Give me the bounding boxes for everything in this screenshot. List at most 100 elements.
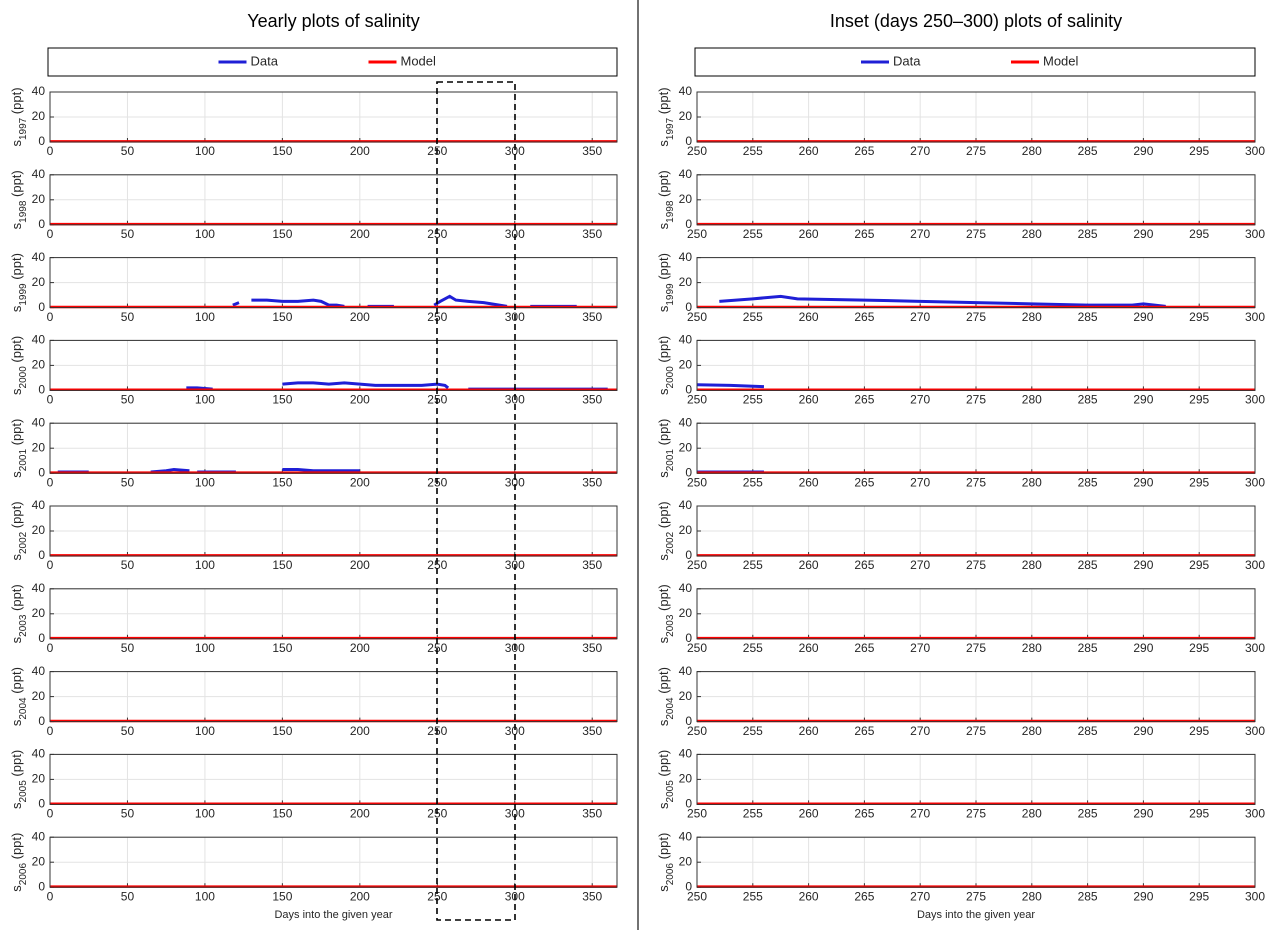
axes-box (49, 836, 618, 888)
x-tick-label: 285 (1078, 641, 1098, 655)
axes-box (49, 339, 618, 391)
y-label-unit: (ppt) (656, 750, 671, 777)
y-tick-label: 40 (32, 664, 46, 678)
x-tick-label: 0 (47, 724, 54, 738)
y-tick-label: 40 (679, 747, 693, 761)
y-tick-label: 20 (679, 606, 693, 620)
x-tick-label: 250 (687, 889, 707, 903)
x-tick-label: 275 (966, 641, 986, 655)
x-tick-label: 275 (966, 807, 986, 821)
x-tick-label: 250 (427, 889, 447, 903)
y-axis-label: s1999 (ppt) (9, 253, 29, 312)
y-label-subscript: 1997 (18, 117, 29, 140)
x-tick-label: 285 (1078, 310, 1098, 324)
legend-label: Data (893, 53, 921, 68)
y-label-subscript: 2003 (18, 614, 29, 637)
x-tick-label: 250 (427, 641, 447, 655)
y-tick-label: 20 (679, 358, 693, 372)
y-label-unit: (ppt) (656, 419, 671, 446)
legend-box (694, 47, 1256, 77)
y-axis-label: s2004 (ppt) (656, 667, 676, 726)
y-label-symbol: s (9, 885, 24, 892)
x-tick-label: 290 (1133, 807, 1153, 821)
y-label-symbol: s (9, 802, 24, 809)
x-tick-label: 200 (350, 393, 370, 407)
x-tick-label: 50 (121, 641, 135, 655)
y-tick-label: 40 (679, 333, 693, 347)
x-tick-label: 100 (195, 807, 215, 821)
y-tick-label: 40 (32, 167, 46, 181)
y-tick-label: 40 (679, 664, 693, 678)
x-tick-label: 255 (743, 807, 763, 821)
x-tick-label: 0 (47, 807, 54, 821)
x-tick-label: 0 (47, 310, 54, 324)
y-tick-label: 20 (679, 689, 693, 703)
x-tick-label: 265 (854, 807, 874, 821)
y-label-subscript: 2001 (665, 449, 676, 472)
y-tick-label: 20 (679, 523, 693, 537)
y-tick-label: 0 (38, 714, 45, 728)
y-label-unit: (ppt) (656, 336, 671, 363)
y-tick-label: 0 (38, 465, 45, 479)
x-tick-label: 150 (272, 641, 292, 655)
x-tick-label: 350 (582, 889, 602, 903)
y-tick-label: 0 (685, 714, 692, 728)
y-axis-label: s1997 (ppt) (9, 87, 29, 146)
series-line (719, 294, 1166, 308)
y-tick-label: 0 (685, 631, 692, 645)
y-label-unit: (ppt) (9, 253, 24, 280)
x-tick-label: 270 (910, 889, 930, 903)
x-tick-label: 50 (121, 475, 135, 489)
y-tick-label: 40 (679, 498, 693, 512)
y-tick-label: 0 (685, 879, 692, 893)
y-label-subscript: 2002 (18, 531, 29, 554)
y-label-symbol: s (656, 222, 671, 229)
axes-box (696, 753, 1256, 805)
y-label-subscript: 1998 (18, 200, 29, 223)
x-tick-label: 350 (582, 807, 602, 821)
x-tick-label: 50 (121, 724, 135, 738)
y-label-symbol: s (9, 554, 24, 561)
x-tick-label: 275 (966, 393, 986, 407)
x-tick-label: 100 (195, 144, 215, 158)
y-axis-label: s2003 (ppt) (9, 584, 29, 643)
x-tick-label: 350 (582, 641, 602, 655)
y-tick-label: 40 (679, 84, 693, 98)
x-tick-label: 270 (910, 393, 930, 407)
y-tick-label: 40 (32, 498, 46, 512)
y-label-subscript: 2001 (18, 449, 29, 472)
y-tick-label: 20 (679, 440, 693, 454)
y-tick-label: 20 (679, 854, 693, 868)
x-tick-label: 300 (1245, 889, 1265, 903)
y-label-unit: (ppt) (9, 501, 24, 528)
x-tick-label: 255 (743, 227, 763, 241)
x-tick-label: 0 (47, 641, 54, 655)
axes-box (49, 753, 618, 805)
y-label-subscript: 1997 (665, 117, 676, 140)
x-tick-label: 290 (1133, 227, 1153, 241)
x-tick-label: 265 (854, 227, 874, 241)
x-tick-label: 350 (582, 475, 602, 489)
axes-box (696, 588, 1256, 640)
axes-box (696, 671, 1256, 723)
x-tick-label: 100 (195, 641, 215, 655)
x-tick-label: 150 (272, 724, 292, 738)
axes-box (696, 505, 1256, 557)
axes-box (49, 671, 618, 723)
x-tick-label: 0 (47, 558, 54, 572)
x-tick-label: 290 (1133, 393, 1153, 407)
x-tick-label: 290 (1133, 144, 1153, 158)
x-tick-label: 260 (799, 227, 819, 241)
x-tick-label: 50 (121, 393, 135, 407)
x-tick-label: 50 (121, 144, 135, 158)
x-tick-label: 255 (743, 310, 763, 324)
x-tick-label: 275 (966, 558, 986, 572)
axes-box (696, 836, 1256, 888)
x-tick-label: 50 (121, 310, 135, 324)
y-label-symbol: s (9, 471, 24, 478)
y-tick-label: 20 (32, 606, 46, 620)
y-label-unit: (ppt) (656, 87, 671, 114)
y-axis-label: s2000 (ppt) (656, 336, 676, 395)
x-tick-label: 270 (910, 641, 930, 655)
x-tick-label: 300 (1245, 393, 1265, 407)
